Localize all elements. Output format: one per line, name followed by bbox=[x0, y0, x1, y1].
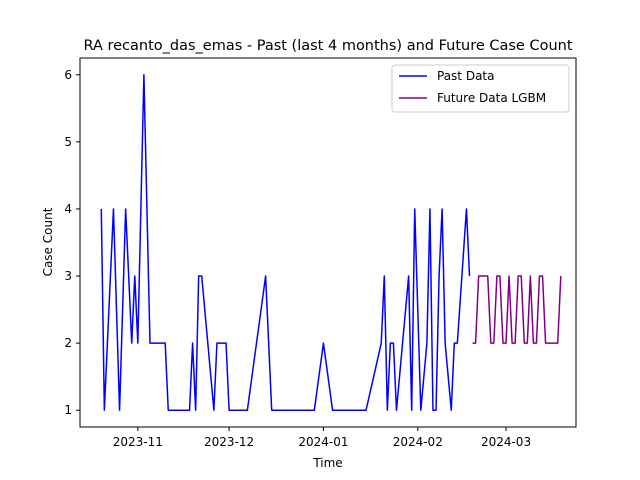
series-layer bbox=[100, 74, 562, 411]
y-tick-label: 6 bbox=[64, 68, 72, 82]
x-tick-label: 2023-12 bbox=[204, 435, 254, 449]
y-axis: 1 2 3 4 5 6 bbox=[64, 68, 80, 417]
x-tick-label: 2024-03 bbox=[481, 435, 531, 449]
series-line-0 bbox=[100, 74, 471, 411]
x-axis: 2023-11 2023-12 2024-01 2024-02 2024-03 bbox=[113, 427, 531, 449]
y-tick-label: 4 bbox=[64, 202, 72, 216]
x-tick-label: 2024-02 bbox=[393, 435, 443, 449]
legend: Past Data Future Data LGBM bbox=[391, 64, 570, 113]
plot-area bbox=[79, 57, 577, 428]
x-tick-label: 2023-11 bbox=[113, 435, 163, 449]
y-tick-label: 1 bbox=[64, 403, 72, 417]
y-tick-label: 5 bbox=[64, 135, 72, 149]
legend-label-past-data: Past Data bbox=[437, 69, 494, 83]
legend-box bbox=[391, 64, 570, 113]
y-axis-title: Case Count bbox=[41, 207, 55, 276]
legend-label-future-data: Future Data LGBM bbox=[437, 91, 546, 105]
y-tick-label: 2 bbox=[64, 336, 72, 350]
x-axis-title: Time bbox=[312, 456, 342, 470]
chart-title: RA recanto_das_emas - Past (last 4 month… bbox=[83, 38, 572, 54]
x-tick-label: 2024-01 bbox=[298, 435, 348, 449]
series-line-1 bbox=[472, 275, 562, 344]
plot-frame bbox=[79, 57, 577, 428]
y-tick-label: 3 bbox=[64, 269, 72, 283]
